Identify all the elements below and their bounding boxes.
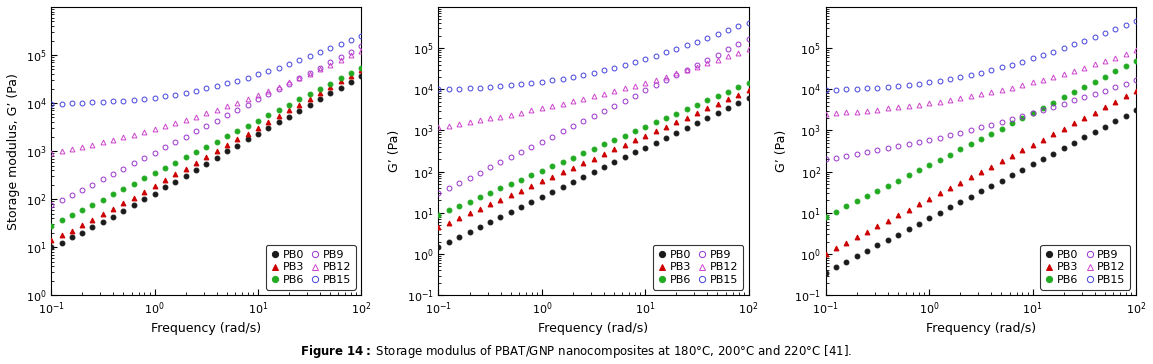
X-axis label: Frequency (rad/s): Frequency (rad/s)	[538, 322, 649, 335]
Legend: PB0, PB3, PB6, PB9, PB12, PB15: PB0, PB3, PB6, PB9, PB12, PB15	[653, 245, 743, 290]
Y-axis label: Storage modulus, G’ (Pa): Storage modulus, G’ (Pa)	[7, 73, 20, 230]
X-axis label: Frequency (rad/s): Frequency (rad/s)	[151, 322, 262, 335]
Legend: PB0, PB3, PB6, PB9, PB12, PB15: PB0, PB3, PB6, PB9, PB12, PB15	[265, 245, 355, 290]
X-axis label: Frequency (rad/s): Frequency (rad/s)	[926, 322, 1035, 335]
Legend: PB0, PB3, PB6, PB9, PB12, PB15: PB0, PB3, PB6, PB9, PB12, PB15	[1040, 245, 1130, 290]
Y-axis label: G’ (Pa): G’ (Pa)	[775, 130, 789, 172]
Y-axis label: G’ (Pa): G’ (Pa)	[389, 130, 401, 172]
Text: $\bf{Figure\ 14:}$ Storage modulus of PBAT/GNP nanocomposites at 180°C, 200°C an: $\bf{Figure\ 14:}$ Storage modulus of PB…	[301, 343, 852, 360]
